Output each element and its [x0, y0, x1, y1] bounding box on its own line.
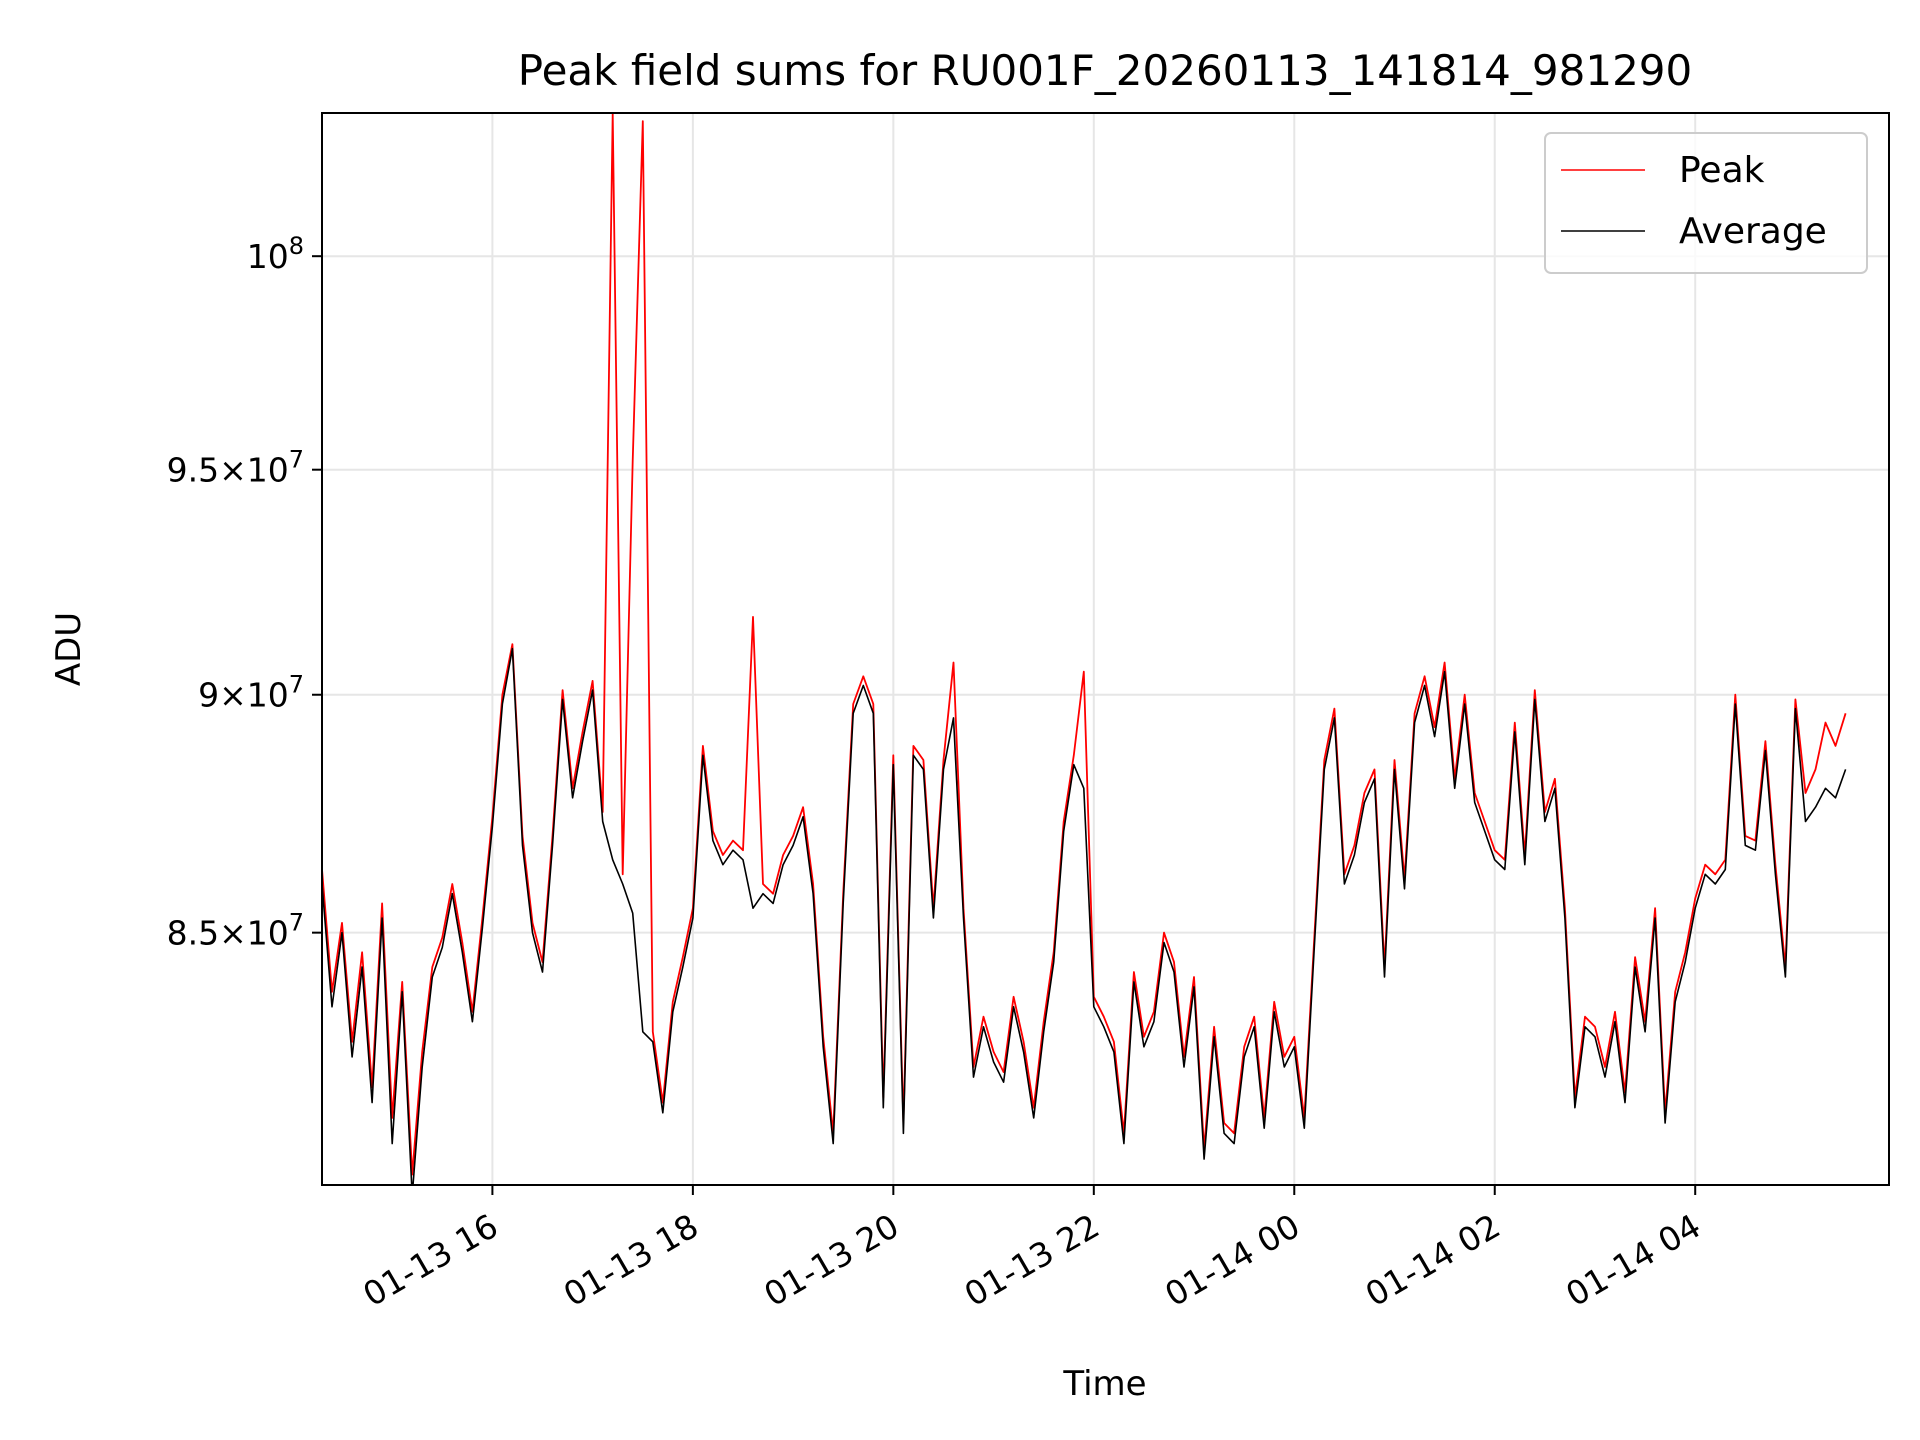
- series-layer: [322, 113, 1847, 1185]
- y-axis: 8.5×107 9×107 9.5×107 108: [167, 232, 322, 953]
- legend-box: [1544, 132, 1868, 274]
- y-tick-label: 108: [247, 232, 304, 276]
- chart-title: Peak field sums for RU001F_20260113_1418…: [518, 46, 1692, 95]
- y-tick-label: 9×107: [198, 671, 304, 715]
- y-tick-label: 9.5×107: [167, 446, 304, 490]
- series-line-average: [322, 647, 1847, 1185]
- x-axis-title: Time: [1062, 1364, 1146, 1404]
- legend: Peak Average: [1544, 132, 1868, 274]
- y-tick-label: 8.5×107: [167, 909, 304, 953]
- legend-average-label: Average: [1679, 211, 1827, 252]
- series-line-peak: [322, 113, 1847, 1176]
- legend-peak-label: Peak: [1679, 150, 1765, 191]
- y-axis-title: ADU: [49, 612, 89, 686]
- plot-area-frame: [321, 112, 1890, 1186]
